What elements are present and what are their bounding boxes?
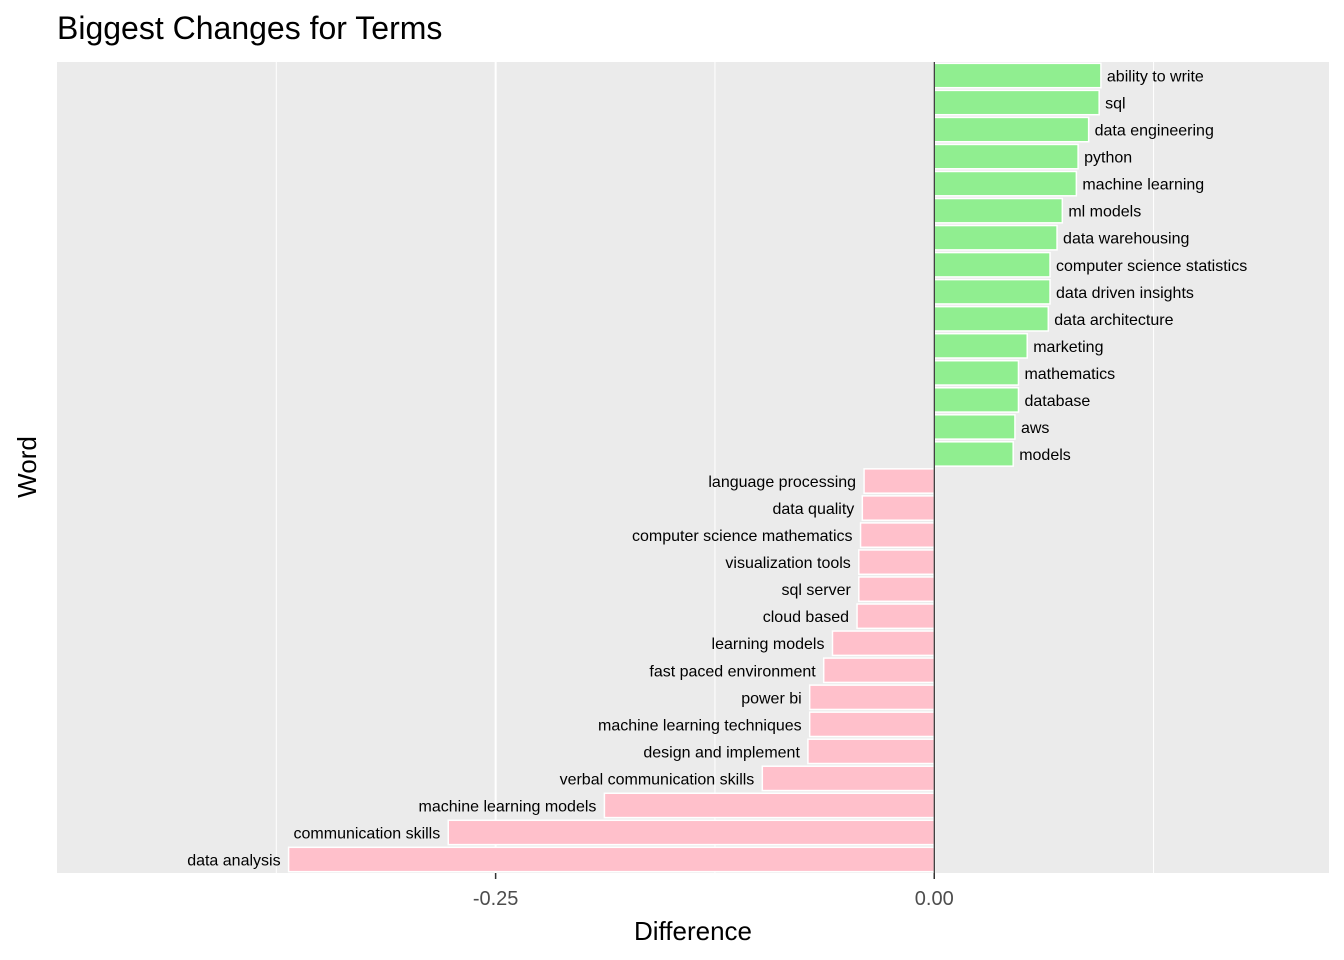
- chart-title: Biggest Changes for Terms: [57, 10, 443, 46]
- bar-label: language processing: [708, 474, 856, 491]
- bar-label: visualization tools: [725, 555, 850, 572]
- bar-data-warehousing: [933, 224, 1058, 251]
- bar-fast-paced-environment: [822, 657, 935, 684]
- x-tick-label: -0.25: [473, 888, 519, 910]
- bar-database: [933, 387, 1020, 413]
- bar-label: machine learning: [1082, 177, 1204, 194]
- bar-label: database: [1024, 393, 1090, 410]
- bar-label: data analysis: [187, 852, 280, 869]
- bar-label: ml models: [1068, 204, 1141, 221]
- bar-aws: [933, 414, 1016, 440]
- bar-label: data warehousing: [1063, 231, 1189, 248]
- bar-label: machine learning models: [419, 798, 597, 815]
- bar-visualization-tools: [858, 549, 935, 576]
- bar-language-processing: [863, 468, 935, 494]
- bar-machine-learning-techniques: [808, 711, 935, 738]
- bar-labels: ability to write sql data engineering pytho…: [187, 69, 1247, 870]
- bar-machine-learning: [933, 170, 1078, 197]
- bar-data-quality: [861, 495, 935, 521]
- bar-label: data quality: [772, 501, 854, 518]
- x-tick-label: 0.00: [915, 888, 954, 910]
- bar-label: sql: [1105, 96, 1125, 113]
- bar-communication-skills: [447, 819, 935, 846]
- bar-label: marketing: [1033, 339, 1103, 356]
- bar-label: sql server: [781, 582, 851, 599]
- bar-sql: [933, 89, 1100, 116]
- bar-label: models: [1019, 447, 1071, 464]
- bar-ml-models: [933, 197, 1064, 224]
- bar-sql-server: [858, 576, 935, 603]
- bar-label: computer science mathematics: [632, 528, 853, 545]
- bar-power-bi: [808, 684, 935, 711]
- bar-label: machine learning techniques: [598, 717, 802, 734]
- x-axis-label: Difference: [634, 916, 752, 946]
- bar-data-driven-insights: [933, 278, 1051, 305]
- x-axis-ticks: -0.25 0.00: [473, 873, 954, 910]
- bar-label: data architecture: [1054, 312, 1173, 329]
- plot-panel: [57, 62, 1329, 873]
- bar-label: aws: [1021, 420, 1049, 437]
- bar-label: power bi: [741, 690, 801, 707]
- bar-cloud-based: [856, 603, 935, 630]
- bar-computer-science-mathematics: [859, 522, 935, 548]
- bar-label: learning models: [712, 636, 825, 653]
- bar-models: [933, 441, 1014, 467]
- bar-label: cloud based: [763, 609, 849, 626]
- bar-label: design and implement: [643, 744, 800, 761]
- bar-data-analysis: [287, 846, 935, 873]
- bar-label: verbal communication skills: [560, 771, 755, 788]
- y-axis-label: Word: [12, 436, 42, 498]
- bar-design-and-implement: [807, 738, 935, 765]
- bar-ability-to-write: [933, 62, 1102, 89]
- bar-label: computer science statistics: [1056, 258, 1247, 275]
- bar-label: mathematics: [1024, 366, 1115, 383]
- bar-python: [933, 143, 1079, 170]
- bar-marketing: [933, 332, 1028, 359]
- bar-label: data engineering: [1095, 123, 1214, 140]
- bar-computer-science-statistics: [933, 251, 1051, 278]
- bar-data-architecture: [933, 305, 1050, 332]
- bar-mathematics: [933, 359, 1020, 386]
- bar-data-engineering: [933, 116, 1090, 143]
- bar-label: python: [1084, 150, 1132, 167]
- bar-verbal-communication-skills: [761, 765, 935, 792]
- bar-label: ability to write: [1107, 69, 1204, 86]
- bar-label: fast paced environment: [649, 663, 816, 680]
- bar-label: data driven insights: [1056, 285, 1194, 302]
- bar-learning-models: [831, 630, 935, 657]
- bar-machine-learning-models: [603, 792, 935, 819]
- bar-label: communication skills: [294, 825, 441, 842]
